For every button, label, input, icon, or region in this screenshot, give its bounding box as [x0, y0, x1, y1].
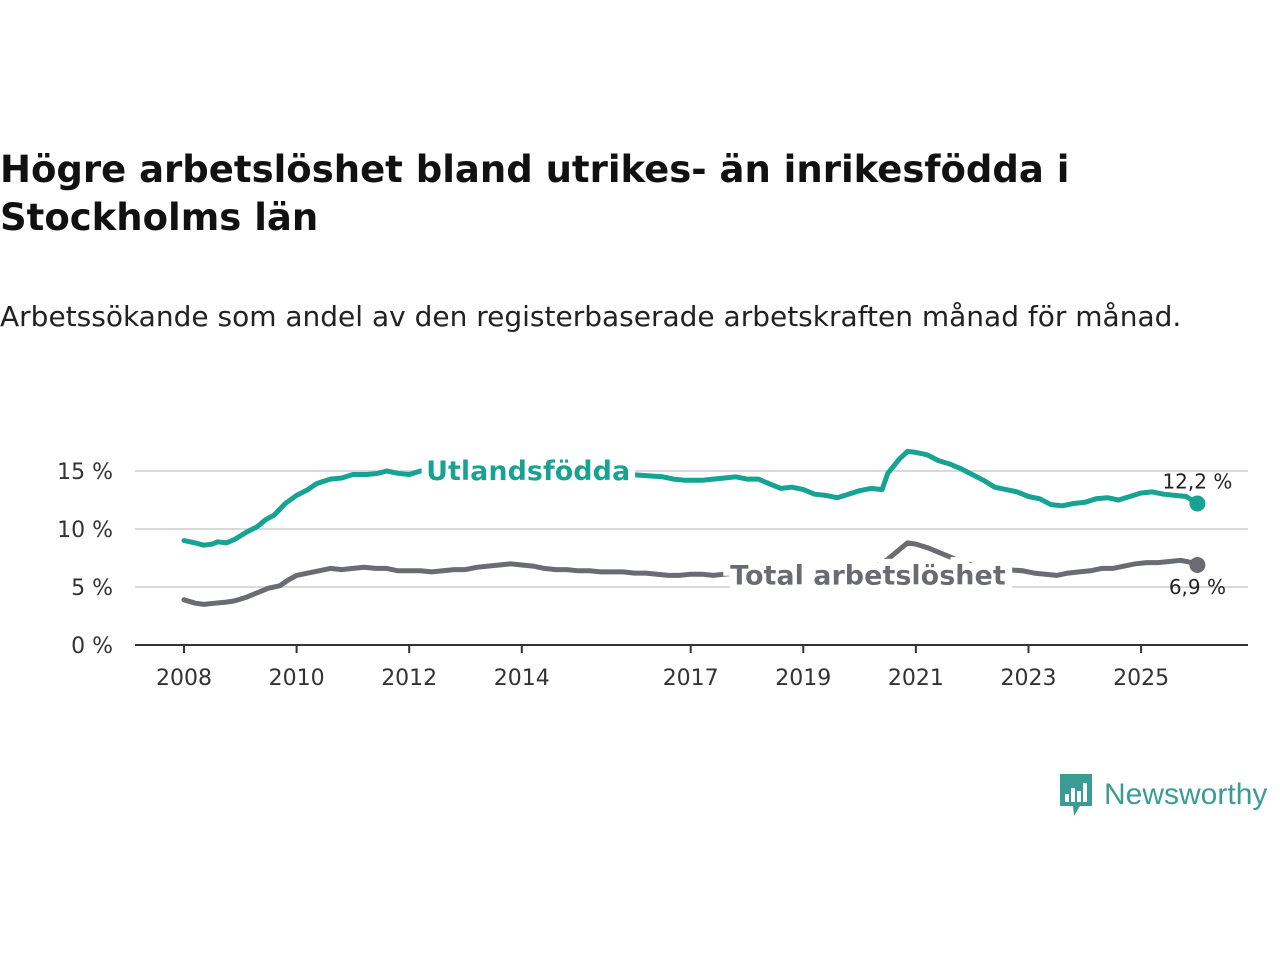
- x-tick-label: 2023: [1001, 666, 1057, 691]
- series-name-label-0: Utlandsfödda: [426, 456, 630, 487]
- x-tick-label: 2014: [494, 666, 550, 691]
- line-chart: 0 % 5 % 10 % 15 % 2008 2010 2012 2014 2017 2019 20…: [57, 448, 1248, 691]
- x-tick-label: 2019: [775, 666, 831, 691]
- x-tick-label: 2017: [663, 666, 719, 691]
- x-tick-label: 2012: [381, 666, 437, 691]
- series-labels: Utlandsfödda Total arbetslöshet 12,2 % 6,9 …: [426, 456, 1232, 599]
- end-value-label-1: 6,9 %: [1169, 575, 1226, 599]
- y-tick-label: 15 %: [57, 460, 113, 485]
- x-tick-label: 2025: [1113, 666, 1169, 691]
- y-tick-label: 0 %: [71, 634, 113, 659]
- chart-title: Högre arbetslöshet bland utrikes- än inr…: [0, 148, 1070, 239]
- series-lines: [181, 448, 1206, 607]
- x-tick-label: 2021: [888, 666, 944, 691]
- series-name-label-1: Total arbetslöshet: [730, 560, 1006, 591]
- newsworthy-logo-text: Newsworthy: [1104, 778, 1268, 811]
- chart-subtitle: Arbetssökande som andel av den registerb…: [0, 300, 1182, 333]
- end-value-label-0: 12,2 %: [1162, 469, 1232, 493]
- series-line-0: [181, 448, 1200, 548]
- x-tick-label: 2010: [269, 666, 325, 691]
- y-tick-label: 5 %: [71, 576, 113, 601]
- y-tick-label: 10 %: [57, 518, 113, 543]
- x-tick-label: 2008: [156, 666, 212, 691]
- series-end-point-0: [1189, 495, 1206, 512]
- series-line-1: [181, 540, 1200, 607]
- series-end-point-1: [1189, 556, 1206, 573]
- gridlines: [135, 470, 1248, 588]
- axes: 0 % 5 % 10 % 15 % 2008 2010 2012 2014 2017 2019 20…: [57, 460, 1248, 691]
- newsworthy-logo: Newsworthy: [1058, 772, 1267, 818]
- newsworthy-logo-icon: [1060, 774, 1092, 816]
